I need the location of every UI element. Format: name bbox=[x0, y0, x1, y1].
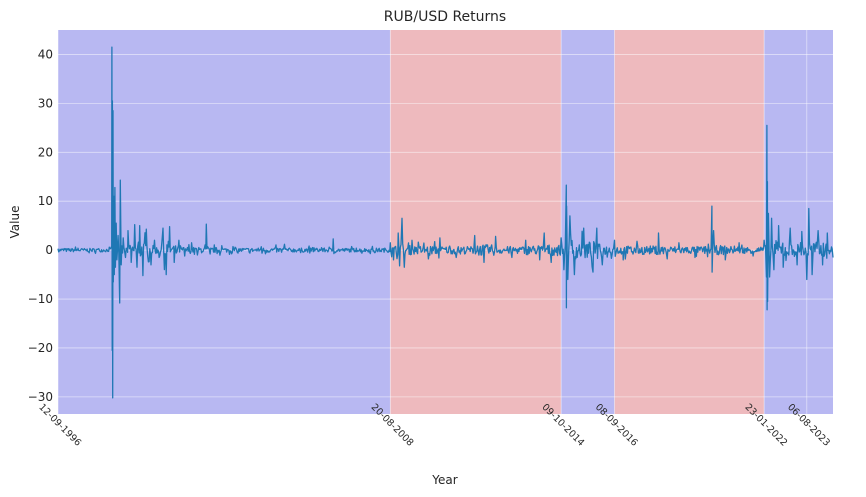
regime-bands bbox=[58, 30, 833, 414]
y-tick-label: 40 bbox=[38, 47, 53, 61]
series-layer bbox=[57, 46, 834, 399]
y-tick-label: 30 bbox=[38, 96, 53, 110]
regime-band-high-volatility bbox=[614, 30, 765, 414]
grid bbox=[57, 30, 833, 414]
y-tick-label: −20 bbox=[28, 341, 53, 355]
x-axis-label: Year bbox=[431, 473, 457, 487]
y-axis-ticks: −30 −20 −10 0 10 20 30 40 bbox=[28, 47, 53, 403]
regime-band-high-volatility bbox=[390, 30, 562, 414]
y-tick-label: −30 bbox=[28, 390, 53, 404]
returns-series-line bbox=[57, 46, 834, 399]
y-tick-label: 20 bbox=[38, 145, 53, 159]
y-tick-label: 10 bbox=[38, 194, 53, 208]
y-tick-label: −10 bbox=[28, 292, 53, 306]
y-axis-label: Value bbox=[8, 206, 22, 239]
chart-title: RUB/USD Returns bbox=[384, 9, 506, 25]
regime-band-low-volatility bbox=[58, 30, 391, 414]
y-tick-label: 0 bbox=[45, 243, 53, 257]
regime-band-low-volatility bbox=[764, 30, 833, 414]
